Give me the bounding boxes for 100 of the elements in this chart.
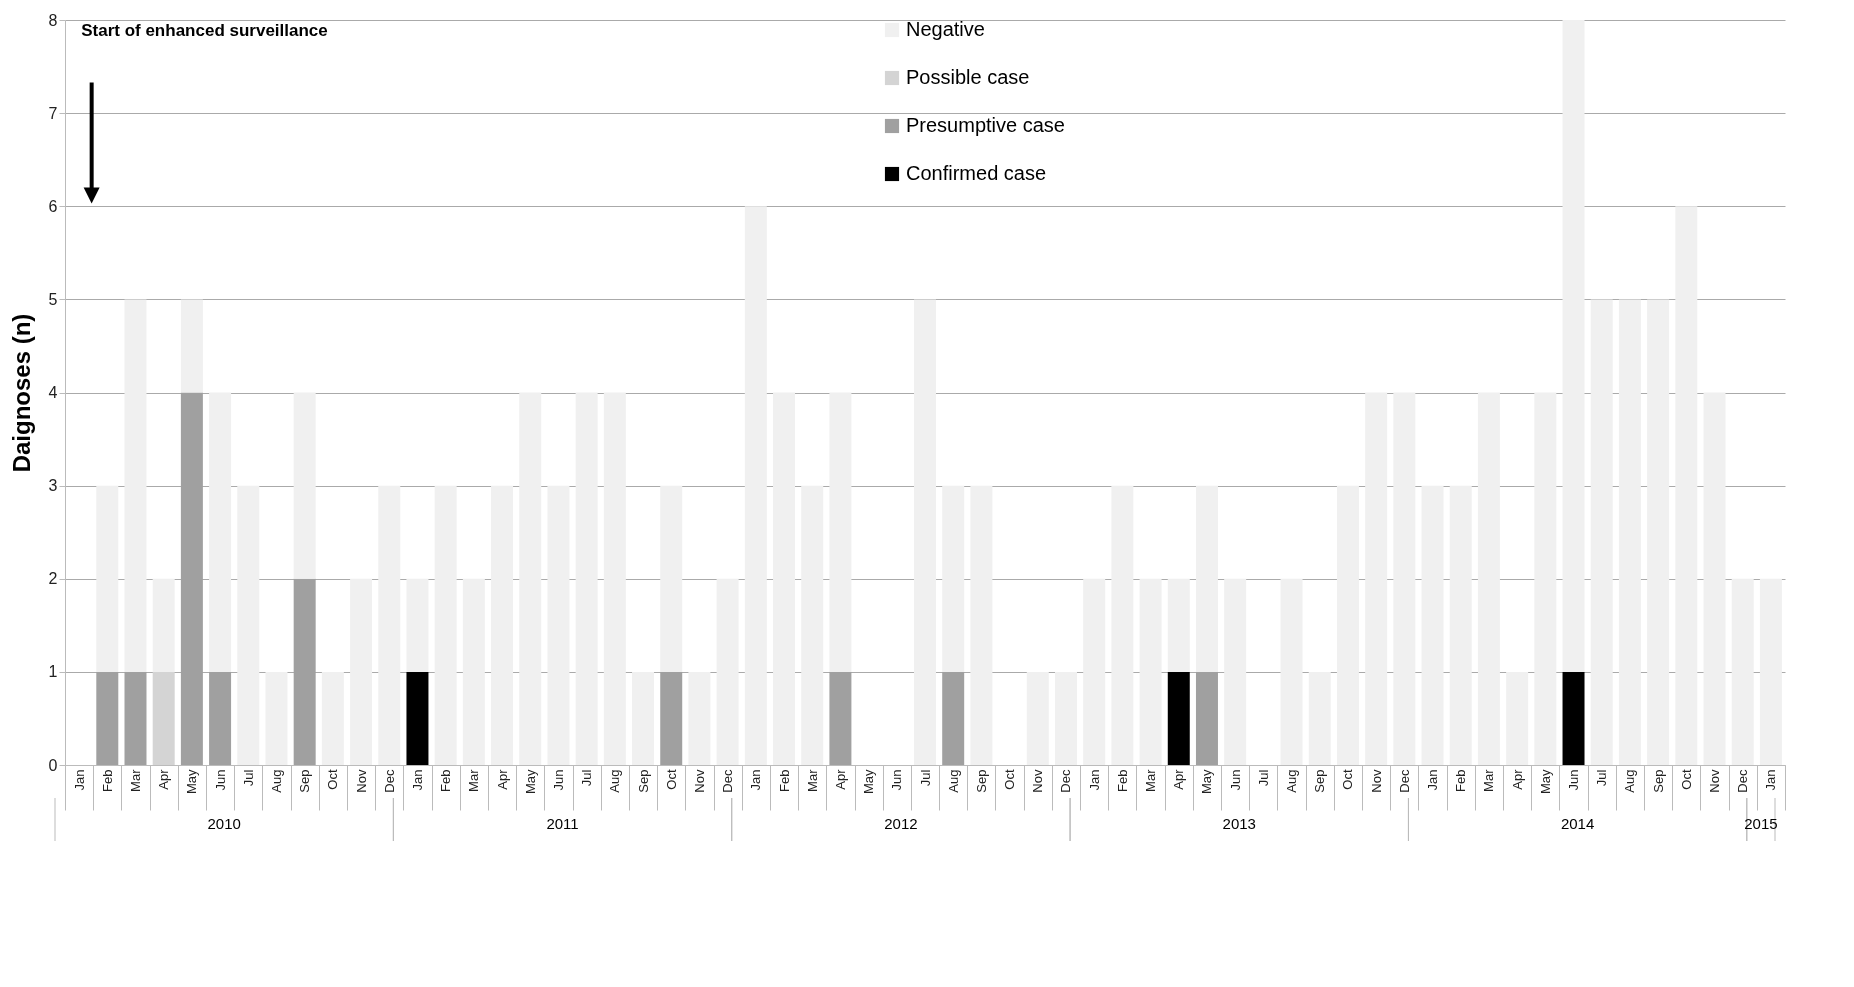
bar	[1280, 578, 1303, 765]
legend-label: Negative	[906, 18, 985, 40]
x-tick-label: Nov	[353, 769, 369, 793]
x-tick-label: Dec	[1396, 769, 1412, 793]
bar	[914, 299, 936, 765]
bar	[1393, 392, 1416, 765]
y-axis-title: Daignoses (n)	[7, 313, 35, 473]
x-tick-label: Jul	[917, 769, 933, 787]
x-tick-label: Aug	[1622, 769, 1638, 793]
bar	[632, 671, 655, 765]
bar	[1421, 485, 1444, 765]
x-tick-label: Feb	[1114, 769, 1130, 792]
x-tick-label: Jul	[579, 769, 595, 787]
bar	[1308, 671, 1331, 765]
x-tick-label: Sep	[973, 769, 989, 793]
y-tick-label: 8	[48, 11, 58, 29]
x-tick-label: Sep	[635, 769, 651, 793]
x-tick-label: May	[1199, 769, 1215, 795]
text: 2012	[884, 815, 918, 832]
legend-label: Possible case	[906, 66, 1030, 88]
x-tick-label: Aug	[945, 769, 961, 793]
x-tick-label: Apr	[494, 768, 510, 790]
bar	[152, 578, 175, 672]
bar	[1083, 578, 1106, 765]
bar	[152, 671, 175, 765]
bar	[1731, 578, 1754, 765]
x-tick-label: Sep	[1312, 769, 1328, 793]
bar	[293, 392, 316, 579]
bar	[1365, 392, 1388, 765]
x-tick-label: Mar	[466, 768, 482, 792]
bar	[321, 671, 344, 765]
x-tick-label: Aug	[607, 769, 623, 793]
bar	[491, 485, 514, 765]
x-tick-label: Feb	[438, 769, 454, 792]
y-tick-label: 5	[48, 290, 58, 308]
x-tick-label: Jan	[409, 769, 425, 791]
bar	[1703, 392, 1726, 765]
legend-label: Confirmed case	[906, 162, 1047, 184]
bar	[970, 485, 993, 765]
bar	[801, 485, 824, 765]
annotation: Start of enhanced surveillance	[81, 21, 328, 42]
y-tick-label: 6	[48, 197, 58, 215]
x-tick-label: Nov	[1030, 769, 1046, 793]
x-tick-label: Dec	[1735, 769, 1751, 793]
bar	[575, 392, 598, 765]
x-tick-label: May	[1537, 769, 1553, 795]
bar	[660, 485, 683, 672]
bar	[237, 485, 260, 765]
x-tick-label: May	[861, 769, 877, 795]
bar	[829, 392, 852, 672]
x-tick-label: Feb	[99, 769, 115, 792]
x-tick-label: Nov	[691, 769, 707, 793]
bar	[96, 485, 119, 672]
x-tick-label: Nov	[1368, 769, 1384, 793]
x-tick-label: Jun	[1227, 769, 1243, 791]
legend-label: Presumptive case	[906, 114, 1065, 136]
bar	[688, 671, 711, 765]
text: 2014	[1560, 815, 1595, 832]
bar	[1054, 671, 1077, 765]
x-tick-label: Nov	[1707, 769, 1723, 793]
bar	[265, 671, 288, 765]
x-tick-label: Mar	[1481, 768, 1497, 792]
bar	[716, 578, 739, 765]
bar	[773, 392, 796, 765]
bar	[1534, 392, 1557, 765]
x-tick-label: Sep	[297, 769, 313, 793]
bar	[180, 299, 203, 393]
x-tick-label: Sep	[1650, 769, 1666, 793]
x-tick-label: Apr	[832, 768, 848, 790]
bar	[1675, 206, 1698, 765]
bar	[744, 206, 767, 765]
bar	[434, 485, 457, 765]
bar	[942, 485, 965, 672]
x-tick-label: Dec	[381, 769, 397, 793]
x-tick-label: Apr	[1509, 768, 1525, 790]
bar	[1759, 578, 1782, 765]
x-tick-label: Jun	[1566, 769, 1582, 791]
x-tick-label: Jul	[240, 769, 256, 787]
bar	[1336, 485, 1359, 765]
bar	[1195, 485, 1218, 672]
bar	[1562, 20, 1585, 672]
x-tick-label: Jan	[1425, 769, 1441, 791]
bar	[1477, 392, 1500, 765]
text: 2011	[546, 815, 579, 832]
y-tick-label: 4	[48, 384, 58, 401]
bar	[603, 392, 626, 765]
x-tick-label: Mar	[804, 768, 820, 792]
bar	[1449, 485, 1472, 765]
bar	[1167, 578, 1190, 672]
y-tick-label: 2	[48, 570, 58, 588]
x-tick-label: Feb	[1453, 769, 1469, 792]
bar	[406, 671, 429, 765]
x-tick-label: Aug	[1284, 769, 1300, 793]
bar	[462, 578, 485, 765]
x-tick-label: Jun	[889, 769, 905, 791]
x-tick-label: Mar	[127, 768, 143, 792]
x-tick-label: Jul	[1255, 769, 1271, 787]
x-tick-label: May	[184, 769, 200, 795]
x-tick-label: Oct	[1340, 769, 1356, 790]
x-tick-label: Apr	[1171, 768, 1187, 790]
